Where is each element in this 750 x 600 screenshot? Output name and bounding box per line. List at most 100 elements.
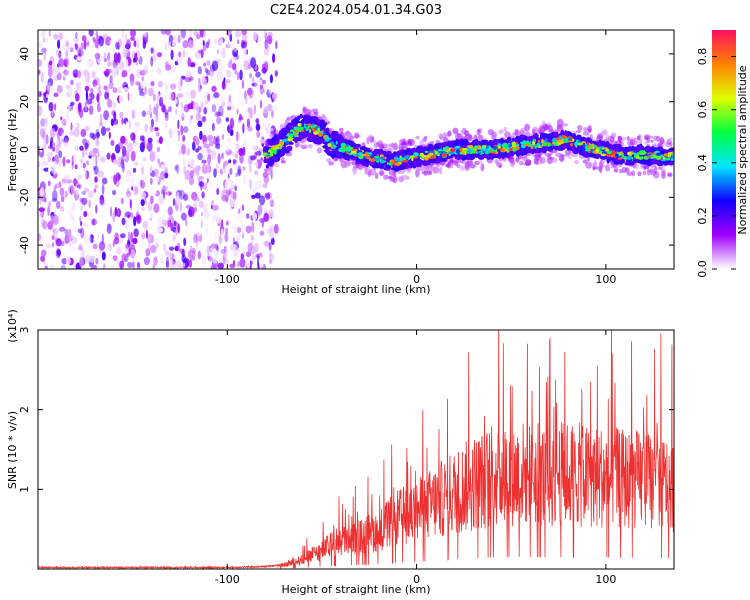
noise-speck xyxy=(85,149,88,156)
ridge-halo xyxy=(593,159,598,167)
noise-speck xyxy=(183,237,187,247)
noise-speck xyxy=(51,182,56,188)
ridge-core xyxy=(655,155,662,160)
ridge-core xyxy=(358,155,363,159)
noise-speck xyxy=(187,208,193,218)
ridge-halo xyxy=(562,123,569,127)
ridge-cell xyxy=(322,122,327,129)
ridge-core xyxy=(335,140,338,145)
noise-speck xyxy=(170,65,176,74)
noise-speck xyxy=(197,152,203,161)
noise-speck xyxy=(141,110,147,117)
noise-speck xyxy=(216,188,220,196)
ridge-halo xyxy=(532,126,539,135)
noise-speck xyxy=(70,122,73,131)
noise-speck xyxy=(225,259,229,265)
ridge-cell xyxy=(656,162,664,167)
noise-speck xyxy=(240,253,244,260)
noise-speck xyxy=(184,90,190,99)
noise-speck xyxy=(262,182,268,189)
ridge-core xyxy=(507,144,512,148)
noise-speck xyxy=(213,38,218,45)
noise-speck xyxy=(235,145,238,152)
noise-speck xyxy=(202,205,207,213)
noise-speck xyxy=(45,36,49,43)
ridge-halo xyxy=(415,135,420,140)
noise-speck xyxy=(84,187,89,193)
ridge-halo xyxy=(459,135,465,140)
noise-speck xyxy=(151,61,158,73)
noise-speck xyxy=(86,160,90,166)
ridge-core xyxy=(266,154,270,157)
ridge-core xyxy=(324,139,330,142)
noise-speck xyxy=(135,124,140,132)
ridge-core xyxy=(413,152,419,157)
ridge-halo xyxy=(379,168,385,176)
noise-speck xyxy=(200,77,205,82)
ridge-core xyxy=(465,147,468,150)
noise-speck xyxy=(225,220,229,226)
noise-speck xyxy=(91,70,96,79)
noise-speck xyxy=(88,199,92,208)
noise-speck xyxy=(48,60,53,66)
noise-speck xyxy=(223,169,226,175)
noise-speck xyxy=(106,69,112,74)
noise-speck xyxy=(176,166,182,174)
noise-speck xyxy=(132,167,137,173)
ridge-core xyxy=(536,142,541,147)
ridge-halo xyxy=(274,129,279,136)
ridge-core xyxy=(511,141,516,146)
ridge-cell xyxy=(278,150,286,157)
noise-speck xyxy=(101,177,108,185)
noise-speck xyxy=(42,161,49,166)
ridge-halo xyxy=(622,136,628,141)
noise-speck xyxy=(68,228,72,237)
noise-speck xyxy=(255,71,261,78)
noise-speck xyxy=(112,87,118,94)
noise-speck xyxy=(153,221,157,227)
noise-speck xyxy=(263,212,270,222)
noise-speck xyxy=(59,187,65,197)
noise-speck xyxy=(83,234,90,245)
noise-speck xyxy=(236,248,240,253)
noise-speck xyxy=(74,124,79,133)
noise-speck xyxy=(237,261,240,268)
ridge-halo xyxy=(592,166,600,170)
noise-speck xyxy=(201,255,207,264)
colorbar-tick-label: 0.0 xyxy=(696,260,709,278)
noise-speck xyxy=(42,37,46,43)
noise-speck xyxy=(50,214,54,226)
ridge-cell xyxy=(349,142,356,148)
noise-speck xyxy=(129,198,132,209)
noise-speck xyxy=(198,81,202,93)
ridge-core xyxy=(564,137,568,141)
ridge-halo xyxy=(626,136,630,141)
noise-speck xyxy=(121,253,127,263)
ridge-core xyxy=(455,145,461,149)
ridge-core xyxy=(600,153,607,157)
noise-speck xyxy=(74,225,77,233)
ridge-halo xyxy=(564,149,572,155)
ridge-core xyxy=(281,139,287,142)
noise-speck xyxy=(71,155,75,166)
ridge-halo xyxy=(515,157,520,161)
noise-speck xyxy=(246,87,253,96)
ridge-cell xyxy=(448,156,453,159)
noise-speck xyxy=(38,59,43,67)
ridge-core xyxy=(340,142,347,147)
noise-speck xyxy=(182,49,186,58)
noise-speck xyxy=(104,91,109,100)
ridge-cell xyxy=(386,150,392,155)
noise-speck xyxy=(223,247,228,259)
noise-speck xyxy=(100,126,107,136)
noise-speck xyxy=(84,125,90,132)
ridge-core xyxy=(666,157,670,161)
noise-speck xyxy=(175,227,178,236)
noise-speck xyxy=(135,68,142,79)
noise-speck xyxy=(72,139,76,144)
ridge-core xyxy=(347,149,352,152)
noise-speck xyxy=(230,73,237,78)
ridge-halo xyxy=(352,167,357,176)
noise-speck xyxy=(253,159,259,170)
noise-speck xyxy=(179,112,182,119)
